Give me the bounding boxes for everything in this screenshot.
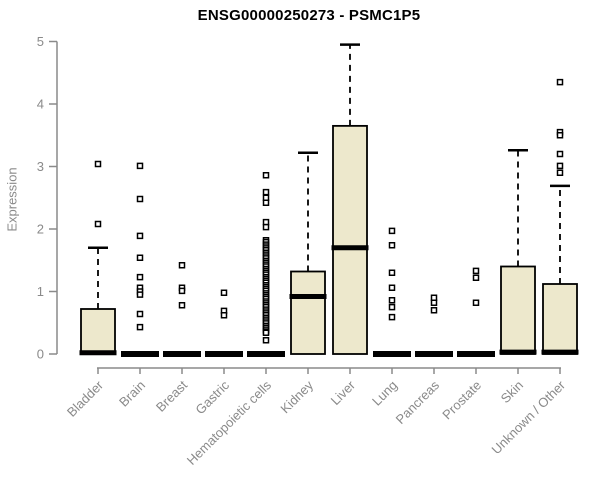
outlier-point-hematopoietic-cells — [262, 188, 270, 196]
flat-box-brain — [121, 351, 159, 357]
box-unknown-other — [542, 283, 578, 355]
outlier-point-lung — [388, 227, 396, 235]
outlier-point-lung — [388, 242, 396, 249]
x-tick-label-unknown-other: Unknown / Other — [489, 377, 569, 457]
x-tick-label-brain: Brain — [116, 378, 148, 410]
x-tick-label-pancreas: Pancreas — [393, 377, 443, 427]
outlier-point-unknown-other — [556, 78, 564, 86]
outlier-point-brain — [136, 291, 144, 298]
y-tick-label: 1 — [37, 284, 44, 299]
outlier-point-breast — [178, 302, 186, 309]
outlier-point-brain — [136, 273, 144, 281]
outlier-point-prostate — [472, 274, 480, 281]
outlier-point-lung — [388, 284, 396, 291]
outlier-point-hematopoietic-cells — [262, 172, 270, 179]
outlier-point-gastric — [220, 289, 228, 296]
outlier-point-brain — [136, 162, 144, 170]
outlier-point-unknown-other — [556, 132, 564, 139]
outlier-point-pancreas — [430, 299, 438, 306]
y-tick-label: 4 — [37, 97, 44, 112]
outlier-point-lung — [388, 297, 396, 304]
flat-box-lung — [373, 351, 411, 357]
box-skin — [500, 265, 536, 355]
y-tick-label: 0 — [37, 347, 44, 362]
x-tick-label-gastric: Gastric — [192, 377, 232, 417]
outlier-point-breast — [178, 262, 186, 269]
flat-box-gastric — [205, 351, 243, 357]
outlier-point-gastric — [220, 312, 228, 319]
outlier-point-unknown-other — [556, 169, 564, 176]
x-tick-label-prostate: Prostate — [439, 378, 484, 423]
outlier-point-brain — [136, 232, 144, 240]
outlier-point-hematopoietic-cells — [262, 199, 270, 206]
box-liver — [332, 124, 368, 355]
box-bladder — [80, 308, 116, 355]
flat-box-breast — [163, 351, 201, 357]
outlier-point-breast — [178, 287, 186, 295]
y-tick-label: 3 — [37, 159, 44, 174]
y-tick-label: 5 — [37, 34, 44, 49]
flat-box-hematopoietic-cells — [247, 351, 285, 357]
x-tick-label-skin: Skin — [498, 378, 526, 406]
outlier-point-brain — [136, 254, 144, 261]
outlier-point-bladder — [94, 160, 102, 168]
outlier-point-unknown-other — [556, 162, 564, 170]
outlier-point-lung — [388, 269, 396, 276]
outlier-point-hematopoietic-cells — [262, 223, 270, 231]
y-tick-label: 2 — [37, 222, 44, 237]
x-tick-label-lung: Lung — [369, 378, 400, 409]
outlier-point-brain — [136, 310, 144, 318]
outlier-point-prostate — [472, 299, 480, 306]
outlier-point-brain — [136, 323, 144, 331]
x-tick-label-bladder: Bladder — [64, 377, 107, 420]
outlier-point-bladder — [94, 220, 102, 228]
flat-box-pancreas — [415, 351, 453, 357]
outlier-point-pancreas — [430, 307, 438, 314]
outlier-point-hematopoietic-cells — [262, 337, 270, 344]
x-tick-label-breast: Breast — [153, 377, 190, 414]
outlier-point-prostate — [472, 267, 480, 275]
x-tick-label-liver: Liver — [328, 377, 359, 408]
outlier-point-hematopoietic-cells — [262, 329, 270, 336]
x-tick-label-kidney: Kidney — [277, 377, 316, 416]
chart-title: ENSG00000250273 - PSMC1P5 — [197, 7, 421, 24]
box-kidney — [290, 270, 326, 355]
outlier-point-brain — [136, 195, 144, 203]
outlier-point-unknown-other — [556, 150, 564, 158]
outlier-point-lung — [388, 313, 396, 321]
outlier-point-lung — [388, 303, 396, 311]
flat-box-prostate — [457, 351, 495, 357]
